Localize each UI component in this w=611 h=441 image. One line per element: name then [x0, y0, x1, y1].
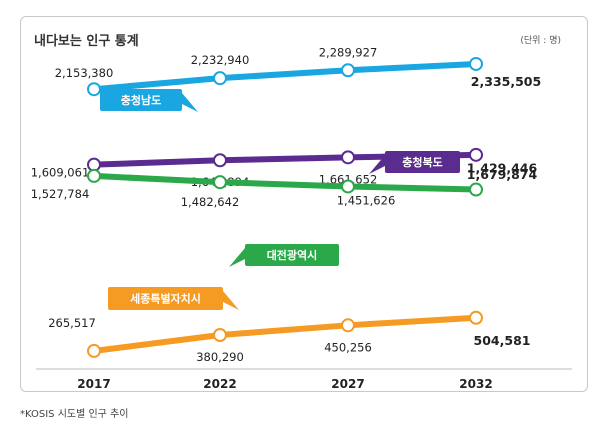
data-point: [469, 182, 483, 197]
data-point: [341, 179, 355, 194]
data-point: [469, 310, 483, 325]
tag-pointer: [223, 291, 239, 310]
series-tag-box: [245, 244, 339, 266]
data-label: 2,232,940: [191, 53, 250, 67]
tag-pointer: [369, 155, 385, 174]
series-line: [91, 60, 479, 93]
data-point: [341, 318, 355, 333]
data-point: [341, 150, 355, 165]
data-point: [341, 63, 355, 78]
data-label: 1,451,626: [337, 193, 396, 207]
data-point: [87, 157, 101, 172]
series-tag-box: [385, 151, 460, 173]
data-point: [213, 328, 227, 343]
data-label: 1,661,652: [319, 172, 378, 186]
data-point: [87, 82, 101, 97]
data-point: [213, 175, 227, 190]
series-line: [91, 314, 479, 354]
data-point: [213, 71, 227, 86]
chart-title: 내다보는 인구 통계: [34, 34, 139, 49]
series-name-label: 세종특별자치시: [130, 292, 201, 306]
footnote: *KOSIS 시도별 인구 추이: [20, 409, 129, 420]
data-point: [469, 147, 483, 162]
x-tick-label: 2032: [459, 377, 492, 391]
data-label: 1,482,642: [181, 195, 240, 209]
series-4: 세종특별자치시 265,517 380,290 450,256 504,581: [48, 287, 530, 364]
data-label: 450,256: [324, 340, 372, 354]
data-point: [87, 343, 101, 358]
data-label: 1,527,784: [31, 187, 90, 201]
data-label: 2,335,505: [471, 74, 541, 89]
x-tick-label: 2017: [77, 377, 110, 391]
data-point: [87, 168, 101, 183]
data-label: 2,153,380: [55, 66, 114, 80]
series-tag-box: [100, 89, 182, 111]
series-tag-box: [108, 287, 223, 310]
series-name-label: 충청북도: [402, 155, 442, 169]
data-label: 1,679,874: [467, 167, 538, 182]
data-label: 265,517: [48, 316, 96, 330]
tag-pointer: [229, 248, 245, 267]
series-name-label: 대전광역시: [267, 248, 318, 262]
series-name-label: 충청남도: [121, 93, 161, 107]
data-label: 1,609,061: [31, 166, 90, 180]
data-point: [469, 56, 483, 71]
data-label: 504,581: [474, 333, 531, 348]
data-label: 2,289,927: [319, 45, 378, 59]
data-label: 1,429,446: [467, 161, 538, 176]
data-label: 380,290: [196, 350, 244, 364]
series-3: 대전광역시 1,527,784 1,482,642 1,451,626 1,429,44…: [31, 161, 538, 267]
unit-label: (단위 : 명): [520, 36, 561, 46]
series-line: [91, 172, 479, 193]
tag-pointer: [182, 93, 198, 112]
x-tick-label: 2022: [203, 377, 236, 391]
x-tick-label: 2027: [331, 377, 364, 391]
data-point: [213, 153, 227, 168]
series-1: 충청남도 2,153,380 2,232,940 2,289,927 2,335,505: [55, 45, 541, 112]
